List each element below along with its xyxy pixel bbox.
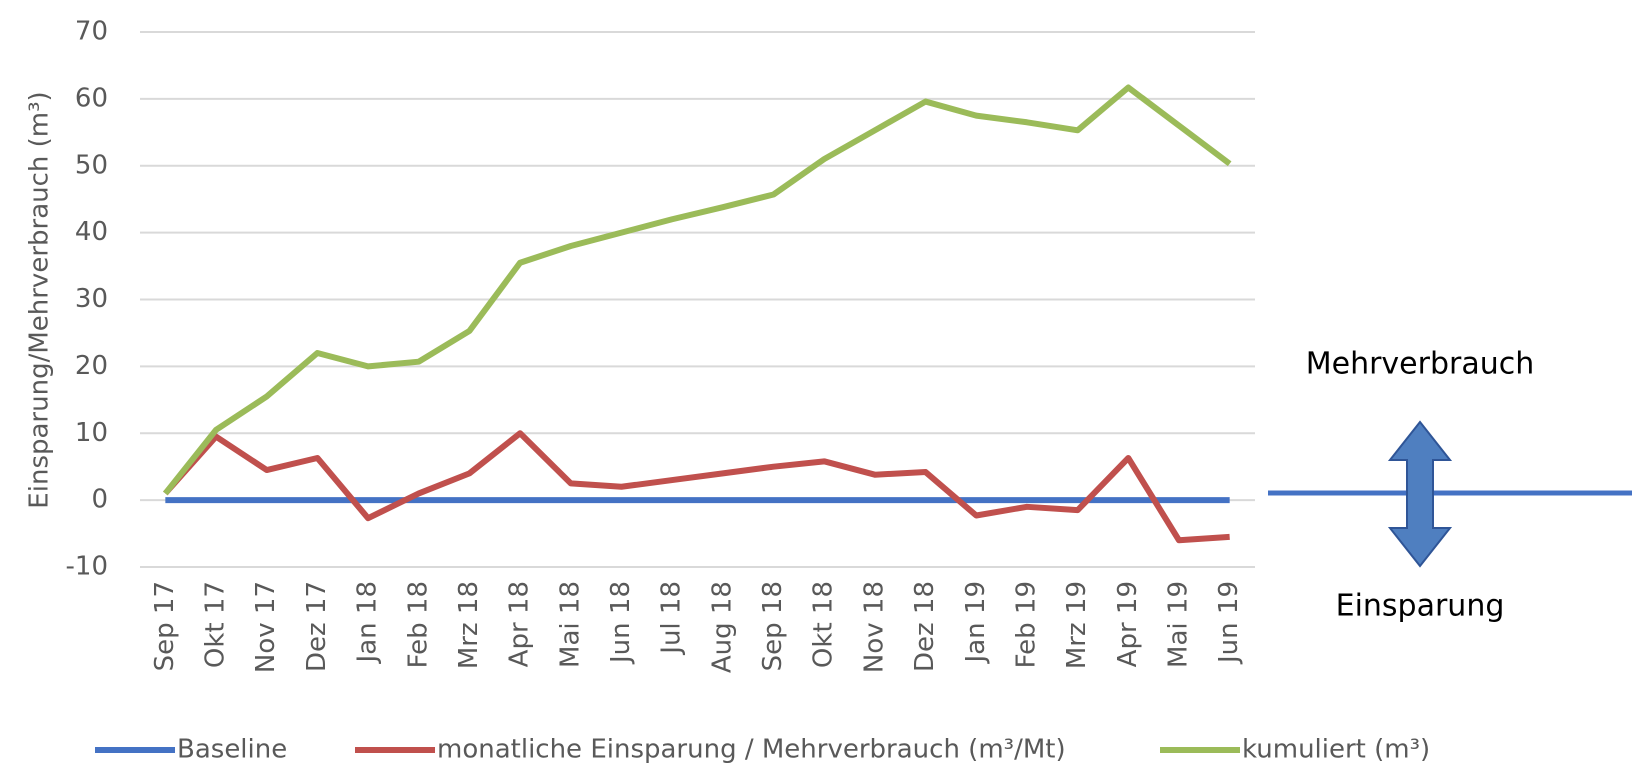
annotation: Einsparung <box>1336 589 1505 624</box>
legend-label: monatliche Einsparung / Mehrverbrauch (m… <box>437 735 1066 765</box>
x-tick-label: Jul 18 <box>657 581 687 656</box>
y-tick-label: -10 <box>66 552 108 582</box>
x-tick-label: Aug 18 <box>707 581 737 673</box>
x-tick-label: Apr 18 <box>505 581 535 667</box>
y-tick-label: 0 <box>91 485 108 515</box>
legend-label: kumuliert (m³) <box>1242 735 1430 765</box>
x-tick-label: Sep 18 <box>758 581 788 671</box>
x-tick-label: Apr 19 <box>1113 581 1143 667</box>
legend-label: Baseline <box>177 735 287 765</box>
y-axis-label: Einsparung/Mehrverbrauch (m³) <box>25 91 55 508</box>
x-tick-label: Feb 18 <box>403 581 433 668</box>
x-tick-label: Okt 18 <box>809 581 839 668</box>
y-tick-label: 70 <box>75 17 108 47</box>
x-tick-label: Jun 18 <box>606 581 636 665</box>
y-tick-label: 60 <box>75 83 108 113</box>
y-tick-label: 50 <box>75 150 108 180</box>
x-tick-label: Nov 17 <box>251 581 281 673</box>
y-tick-label: 10 <box>75 418 108 448</box>
x-tick-label: Dez 18 <box>910 581 940 672</box>
series-line <box>163 430 1230 544</box>
x-tick-label: Jan 19 <box>961 581 991 664</box>
series-line <box>162 84 1232 496</box>
x-tick-label: Jun 19 <box>1214 581 1244 665</box>
y-tick-label: 30 <box>75 284 108 314</box>
x-tick-label: Dez 17 <box>302 581 332 672</box>
x-tick-label: Jan 18 <box>353 581 383 664</box>
x-tick-label: Mai 19 <box>1163 581 1193 668</box>
annotation: Mehrverbrauch <box>1306 347 1535 382</box>
x-tick-label: Sep 17 <box>150 581 180 671</box>
y-tick-label: 20 <box>75 351 108 381</box>
x-tick-label: Nov 18 <box>859 581 889 673</box>
x-tick-label: Okt 17 <box>201 581 231 668</box>
x-tick-label: Mrz 18 <box>454 581 484 669</box>
double-arrow <box>1387 420 1453 568</box>
y-tick-label: 40 <box>75 217 108 247</box>
x-tick-label: Feb 19 <box>1011 581 1041 668</box>
x-tick-label: Mrz 19 <box>1062 581 1092 669</box>
x-tick-label: Mai 18 <box>555 581 585 668</box>
